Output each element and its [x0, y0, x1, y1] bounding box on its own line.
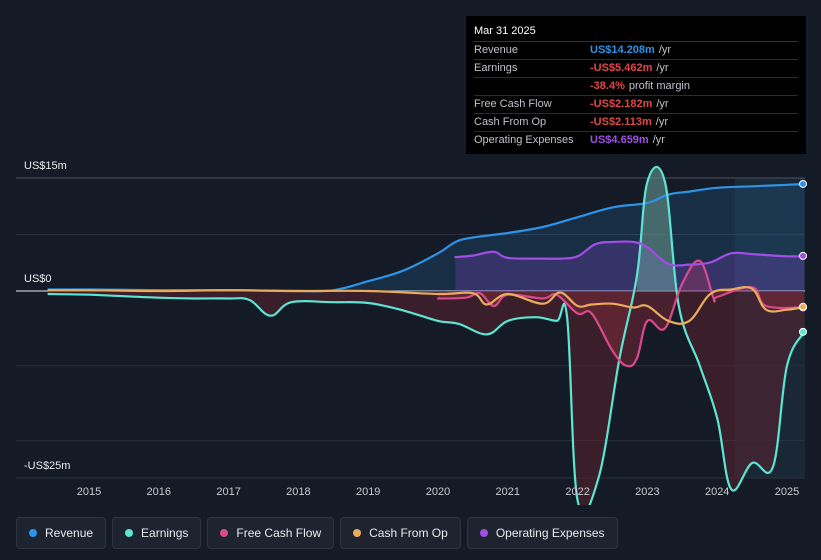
earnings-end-marker — [799, 327, 807, 336]
y-axis-zero-label: US$0 — [24, 273, 52, 285]
cash-from-op-end-marker — [799, 302, 807, 311]
tooltip-panel: Mar 31 2025 Revenue US$14.208m/yr Earnings… — [466, 16, 806, 154]
tooltip-row-value: -38.4% — [590, 80, 625, 92]
revenue-end-marker — [799, 179, 807, 188]
tooltip-row: Operating Expenses US$4.659m/yr — [474, 132, 798, 149]
earnings-line — [47, 165, 806, 505]
x-axis-ticks: 2015 2016 2017 2018 2019 2020 2021 2022 2023 2024… — [77, 486, 799, 498]
x-tick-label: 2017 — [216, 486, 240, 498]
x-tick-label: 2022 — [565, 486, 589, 498]
series-lines — [47, 165, 806, 505]
tooltip-row-unit: /yr — [658, 44, 672, 56]
free-cash-flow-area — [438, 260, 805, 367]
legend-item-label: Revenue — [45, 526, 94, 540]
free-cash-flow-line — [436, 259, 806, 368]
operating-expenses-line — [454, 240, 806, 267]
series-end-markers — [799, 179, 807, 336]
operating-expenses-area — [455, 241, 805, 291]
tooltip-row-unit: /yr — [656, 98, 669, 110]
tooltip-rows: Revenue US$14.208m/yr Earnings -US$5.462m/y… — [474, 42, 798, 149]
legend-item-revenue[interactable]: Revenue — [16, 517, 107, 549]
y-axis-bottom-label: -US$25m — [24, 460, 71, 472]
x-tick-label: 2024 — [705, 486, 729, 498]
legend-dot-icon — [220, 529, 229, 537]
chart-area: 2015 2016 2017 2018 2019 2020 2021 2022 2023 2024… — [16, 165, 807, 505]
legend-item-label: Operating Expenses — [495, 526, 605, 540]
tooltip-row: -38.4% profit margin — [474, 78, 798, 96]
legend-dot-icon — [353, 529, 362, 537]
tooltip-row-value: US$4.659m — [590, 134, 649, 146]
x-tick-label: 2016 — [147, 486, 171, 498]
legend-item-cash-from-op[interactable]: Cash From Op — [340, 517, 461, 549]
legend-item-earnings[interactable]: Earnings — [112, 517, 202, 549]
tooltip-row-value: -US$2.182m — [590, 98, 653, 110]
tooltip-row-unit: profit margin — [628, 80, 690, 92]
x-tick-label: 2020 — [426, 486, 450, 498]
legend-item-free-cash-flow[interactable]: Free Cash Flow — [207, 517, 335, 549]
legend-item-label: Free Cash Flow — [236, 526, 322, 540]
tooltip-row-name: Free Cash Flow — [474, 98, 552, 110]
series-areas — [48, 166, 805, 505]
legend: Revenue Earnings Free Cash Flow Cash From O… — [16, 517, 618, 549]
cash-from-op-line — [47, 286, 806, 325]
y-axis-top-label: US$15m — [24, 160, 67, 172]
tooltip-row: Free Cash Flow -US$2.182m/yr — [474, 96, 798, 114]
x-tick-label: 2015 — [77, 486, 101, 498]
tooltip-row-name: Operating Expenses — [474, 134, 574, 146]
tooltip-row-name: Earnings — [474, 62, 518, 74]
legend-dot-icon — [29, 529, 37, 537]
operating-expenses-end-marker — [799, 251, 807, 260]
tooltip-row-value: -US$5.462m — [590, 62, 653, 74]
tooltip-row: Revenue US$14.208m/yr — [474, 42, 798, 60]
legend-dot-icon — [479, 529, 488, 537]
tooltip-row-value: -US$2.113m — [590, 116, 652, 128]
legend-item-label: Cash From Op — [369, 526, 448, 540]
x-tick-label: 2021 — [496, 486, 520, 498]
legend-item-label: Earnings — [141, 526, 189, 540]
tooltip-row-name: Revenue — [474, 44, 519, 56]
tooltip-row-unit: /yr — [655, 116, 668, 128]
tooltip-date: Mar 31 2025 — [474, 24, 798, 42]
legend-item-operating-expenses[interactable]: Operating Expenses — [466, 517, 618, 549]
earnings-area — [48, 167, 805, 505]
tooltip-row-name: Cash From Op — [474, 116, 547, 128]
tooltip-row-name — [474, 78, 590, 95]
tooltip-row-value: US$14.208m — [590, 44, 655, 56]
tooltip-row: Cash From Op -US$2.113m/yr — [474, 114, 798, 132]
tooltip-row: Earnings -US$5.462m/yr — [474, 60, 798, 78]
x-tick-label: 2023 — [635, 486, 659, 498]
x-tick-label: 2019 — [356, 486, 380, 498]
legend-dot-icon — [125, 529, 134, 537]
tooltip-row-unit: /yr — [652, 134, 665, 146]
tooltip-row-unit: /yr — [656, 62, 669, 74]
x-tick-label: 2018 — [286, 486, 310, 498]
revenue-area — [48, 184, 805, 292]
x-tick-label: 2025 — [775, 486, 799, 498]
